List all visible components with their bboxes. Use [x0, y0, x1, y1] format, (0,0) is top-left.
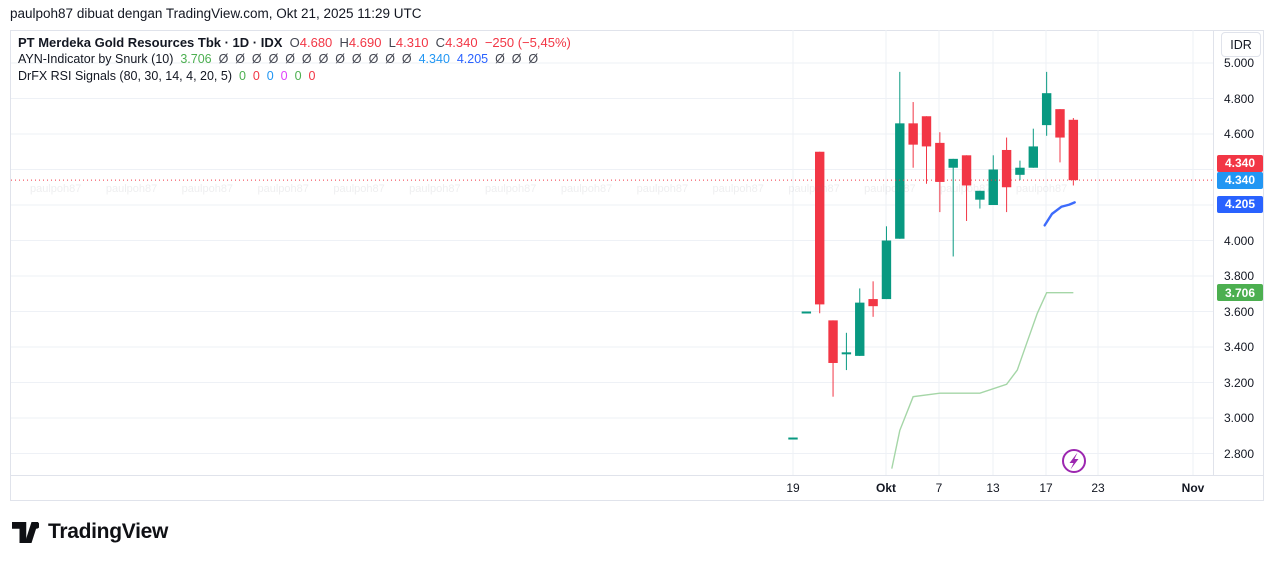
legend-segment: 3.706 — [180, 52, 219, 66]
time-axis[interactable] — [10, 475, 1264, 502]
price-tick-label: 3.800 — [1223, 269, 1255, 283]
legend-drfx-rsi-row[interactable]: DrFX RSI Signals (80, 30, 14, 4, 20, 5) … — [18, 69, 315, 84]
price-tick-label: 3.400 — [1223, 340, 1255, 354]
price-badge: 4.340 — [1217, 171, 1263, 189]
price-axis[interactable] — [1213, 30, 1265, 475]
time-tick-label: Nov — [1181, 481, 1205, 495]
legend-segment: Ø Ø Ø Ø Ø Ø Ø Ø Ø Ø Ø Ø — [218, 52, 419, 66]
legend-segment: 4.680 — [299, 35, 340, 50]
tradingview-logo-icon — [12, 521, 39, 543]
price-badge: 4.205 — [1217, 195, 1263, 213]
legend-segment: O — [289, 35, 300, 50]
legend-segment: 0 — [308, 69, 316, 83]
legend-segment: H — [339, 35, 349, 50]
legend-segment: 0 — [294, 69, 309, 83]
legend-segment: 4.310 — [395, 35, 436, 50]
price-badge: 4.340 — [1217, 154, 1263, 172]
time-tick-label: 17 — [1039, 481, 1053, 495]
price-tick-label: 3.600 — [1223, 304, 1255, 319]
legend-segment: 4.340 — [445, 35, 485, 50]
legend-segment: 4.205 — [456, 52, 496, 66]
time-tick-label: 19 — [786, 481, 800, 495]
tradingview-logo-text: TradingView — [48, 520, 169, 543]
attribution-text: paulpoh87 dibuat dengan TradingView.com,… — [10, 6, 422, 21]
time-tick-label: 13 — [986, 481, 1000, 495]
legend-segment: 0 — [266, 69, 281, 83]
price-tick-label: 5.000 — [1223, 56, 1255, 70]
legend-segment: Ø Ø Ø — [495, 52, 539, 66]
chart-widget — [10, 30, 1264, 501]
legend-symbol-row[interactable]: PT Merdeka Gold Resources Tbk · 1D · IDX… — [18, 35, 571, 50]
price-tick-label: 4.600 — [1223, 127, 1255, 141]
legend-segment: C — [435, 35, 446, 50]
price-badge: 3.706 — [1217, 284, 1263, 302]
price-tick-label: 4.000 — [1223, 233, 1255, 248]
legend-segment: 0 — [252, 69, 267, 83]
legend-segment: 4.340 — [418, 52, 457, 66]
price-tick-label: 3.200 — [1223, 375, 1255, 390]
legend-segment: −250 (−5,45%) — [484, 35, 571, 50]
legend-ayn-indicator-row[interactable]: AYN-Indicator by Snurk (10) 3.706 Ø Ø Ø … — [18, 52, 538, 67]
background-watermark: paulpoh87 paulpoh87 paulpoh87 paulpoh87 … — [30, 183, 1068, 195]
legend-segment: L — [388, 35, 396, 50]
price-tick-label: 2.800 — [1223, 446, 1255, 461]
legend-segment: DrFX RSI Signals (80, 30, 14, 4, 20, 5) — [18, 69, 239, 83]
legend-segment: 4.690 — [348, 35, 389, 50]
legend-segment: AYN-Indicator by Snurk (10) — [18, 52, 181, 66]
currency-idr-button[interactable]: IDR — [1221, 32, 1261, 57]
price-tick-label: 3.000 — [1223, 411, 1255, 425]
time-tick-label: 7 — [935, 481, 943, 495]
time-tick-label: 23 — [1091, 481, 1105, 495]
legend-segment: 0 — [280, 69, 295, 83]
legend-segment: PT Merdeka Gold Resources Tbk · 1D · IDX — [18, 35, 290, 50]
time-tick-label: Okt — [875, 481, 897, 495]
price-tick-label: 4.800 — [1223, 91, 1255, 106]
legend-segment: 0 — [238, 69, 253, 83]
tradingview-footer-logo[interactable]: TradingView — [12, 518, 168, 546]
